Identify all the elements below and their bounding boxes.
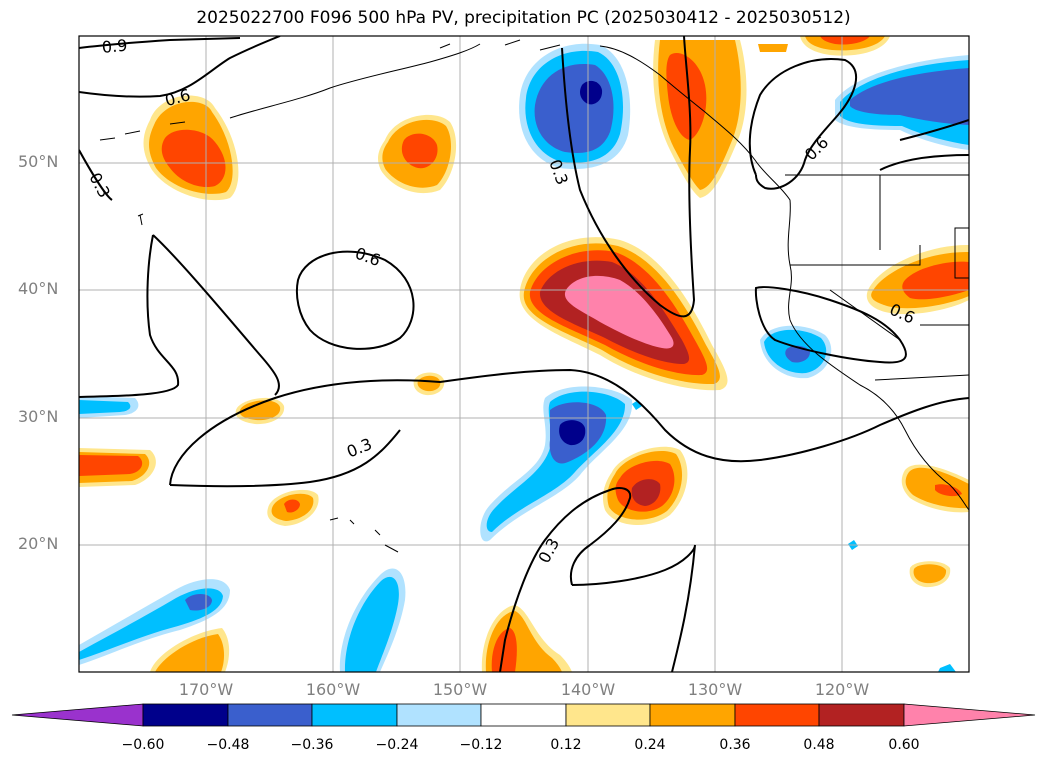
lon-label-170w: 170°W: [178, 680, 234, 699]
lon-label-120w: 120°W: [814, 680, 870, 699]
colorbar-tick: −0.60: [121, 737, 165, 753]
colorbar-tick: −0.12: [459, 737, 503, 753]
lat-label-30n: 30°N: [18, 407, 59, 426]
contour-label: 0.3: [344, 434, 375, 461]
colorbar-segment: [311, 703, 398, 727]
colorbar: [11, 703, 1036, 727]
colorbar-tick: −0.36: [290, 737, 334, 753]
contour-label: 0.3: [85, 169, 114, 200]
map-title: 2025022700 F096 500 hPa PV, precipitatio…: [196, 8, 851, 28]
colorbar-segment: [649, 703, 736, 727]
contour-label: 0.6: [353, 243, 383, 270]
lat-label-40n: 40°N: [18, 279, 59, 298]
colorbar-tick: 0.12: [550, 737, 582, 753]
lat-label-20n: 20°N: [18, 534, 59, 553]
lon-label-160w: 160°W: [305, 680, 361, 699]
graticule: [79, 36, 969, 672]
lon-label-150w: 150°W: [432, 680, 488, 699]
colorbar-tick: 0.48: [803, 737, 835, 753]
colorbar-tick: 0.36: [719, 737, 751, 753]
colorbar-segment: [565, 703, 651, 727]
lat-label-50n: 50°N: [18, 152, 59, 171]
contour-label: 0.9: [101, 36, 128, 57]
colorbar-tick: 0.60: [888, 737, 920, 753]
coastlines: [99, 39, 969, 553]
colorbar-segment: [818, 703, 905, 727]
colorbar-segment: [142, 703, 229, 727]
colorbar-segment: [227, 703, 313, 727]
lon-label-130w: 130°W: [687, 680, 743, 699]
colorbar-segment: [480, 703, 567, 727]
colorbar-segment: [734, 703, 820, 727]
precip-shading: [79, 36, 969, 672]
map-frame: [78, 35, 970, 673]
contour-label: 0.3: [534, 535, 563, 566]
colorbar-tick: −0.48: [206, 737, 250, 753]
colorbar-tick: 0.24: [634, 737, 666, 753]
colorbar-extend-low: [11, 703, 144, 727]
colorbar-segment: [396, 703, 482, 727]
colorbar-extend-high: [903, 703, 1036, 727]
lon-label-140w: 140°W: [560, 680, 616, 699]
pv-contours: [79, 36, 969, 672]
colorbar-tick: −0.24: [375, 737, 419, 753]
